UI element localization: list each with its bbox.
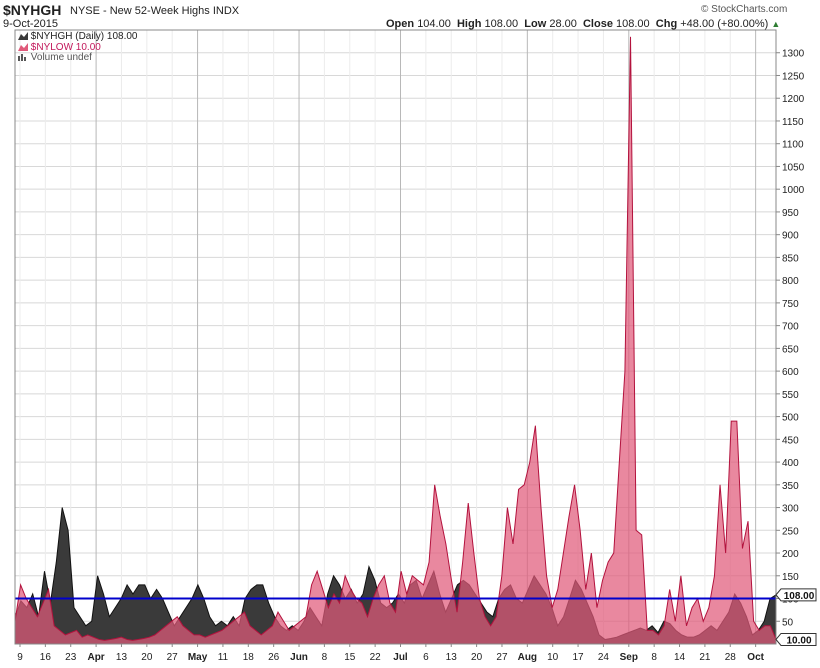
symbol-title: $NYHGH — [3, 2, 62, 18]
y-tick-label: 1000 — [782, 185, 805, 196]
y-tick-label: 400 — [782, 458, 799, 469]
y-tick-label: 700 — [782, 322, 799, 333]
legend-volume-label: Volume undef — [30, 52, 92, 63]
x-tick-label: 11 — [218, 652, 229, 663]
high-value: 108.00 — [484, 18, 519, 30]
y-tick-label: 1250 — [782, 71, 805, 82]
badge-label: 10.00 — [786, 635, 811, 646]
x-tick-label: 27 — [496, 652, 508, 663]
plot-background — [15, 30, 776, 644]
close-label: Close — [582, 18, 613, 30]
badge-box — [775, 632, 817, 646]
legend-volume: Volume undef — [18, 52, 92, 63]
x-tick-label: 28 — [725, 652, 737, 663]
volume-bars-icon — [18, 54, 26, 62]
x-tick-label: 10 — [547, 652, 559, 663]
last-value-badge: 10.00 — [775, 632, 817, 646]
up-arrow-icon: ▲ — [771, 19, 781, 29]
y-tick-label: 950 — [782, 208, 799, 219]
badge-box — [775, 588, 817, 602]
x-tick-label: Oct — [747, 652, 764, 663]
y-tick-label: 750 — [782, 299, 799, 310]
stockcharts-credit[interactable]: © StockCharts.com — [701, 4, 788, 15]
open-label: Open — [386, 18, 415, 30]
area-icon — [18, 32, 28, 41]
x-tick-label: 8 — [322, 652, 328, 663]
chg-value: +48.00 (+80.00%) — [680, 18, 769, 30]
x-tick-label: 17 — [573, 652, 585, 663]
chart-date: 9-Oct-2015 — [3, 18, 59, 30]
x-tick-label: 21 — [699, 652, 711, 663]
y-tick-label: 450 — [782, 435, 799, 446]
x-tick-label: 22 — [370, 652, 382, 663]
x-tick-label: 6 — [423, 652, 429, 663]
y-tick-label: 500 — [782, 413, 799, 424]
y-tick-label: 550 — [782, 390, 799, 401]
x-tick-label: 23 — [65, 652, 77, 663]
y-tick-label: 1300 — [782, 49, 805, 60]
y-tick-label: 1100 — [782, 140, 804, 151]
y-tick-label: 250 — [782, 526, 799, 537]
symbol-description: NYSE - New 52-Week Highs INDX — [70, 5, 240, 17]
x-tick-label: Aug — [518, 652, 537, 663]
open-value: 104.00 — [417, 18, 451, 30]
x-tick-label: 24 — [598, 652, 610, 663]
chg-label: Chg — [655, 18, 678, 30]
y-tick-label: 900 — [782, 231, 799, 242]
x-tick-label: 14 — [674, 652, 686, 663]
area-icon — [18, 43, 28, 52]
x-tick-label: 13 — [116, 652, 128, 663]
x-axis: 9 16 23 Apr 13 20 27 May 11 18 26 Jun 8 15 22 Jul 6 13 20 2… — [17, 644, 765, 663]
x-tick-label: 15 — [344, 652, 356, 663]
close-value: 108.00 — [616, 18, 650, 30]
x-tick-label: Apr — [87, 652, 104, 663]
value-badges: 108.00 10.00 — [775, 588, 817, 646]
legend-high-label: $NYHGH (Daily) 108.00 — [30, 31, 138, 42]
y-tick-label: 1150 — [782, 117, 804, 128]
y-tick-label: 150 — [782, 572, 799, 583]
legend-low: $NYLOW 10.00 — [18, 42, 101, 53]
legend-low-label: $NYLOW 10.00 — [30, 42, 101, 53]
y-tick-label: 1050 — [782, 162, 805, 173]
legend-high: $NYHGH (Daily) 108.00 — [18, 31, 138, 42]
x-tick-label: 20 — [471, 652, 483, 663]
low-value: 28.00 — [549, 18, 577, 30]
y-axis: 5010015020025030035040045050055060065070… — [776, 49, 805, 628]
x-tick-label: 18 — [243, 652, 255, 663]
series-line-nylow — [14, 36, 777, 641]
badge-label: 108.00 — [784, 591, 815, 602]
x-tick-label: Sep — [620, 652, 638, 663]
x-tick-label: 16 — [40, 652, 52, 663]
x-tick-label: 27 — [167, 652, 179, 663]
ohlc-summary: Open 104.00 High 108.00 Low 28.00 Close … — [386, 18, 780, 30]
plot-border — [14, 29, 777, 645]
x-tick-label: 13 — [446, 652, 458, 663]
y-tick-label: 200 — [782, 549, 799, 560]
y-tick-label: 350 — [782, 481, 799, 492]
last-value-badge: 108.00 — [775, 588, 817, 602]
x-tick-label: 20 — [141, 652, 153, 663]
y-tick-label: 800 — [782, 276, 799, 287]
y-tick-label: 300 — [782, 504, 799, 515]
low-label: Low — [524, 18, 547, 30]
high-label: High — [456, 18, 482, 30]
x-tick-label: May — [188, 652, 208, 663]
y-tick-label: 600 — [782, 367, 799, 378]
y-tick-label: 650 — [782, 344, 799, 355]
x-tick-label: 8 — [651, 652, 657, 663]
y-tick-label: 1200 — [782, 94, 805, 105]
x-tick-label: Jul — [393, 652, 408, 663]
series-layer — [14, 36, 777, 645]
y-tick-label: 50 — [782, 617, 794, 628]
x-tick-label: Jun — [290, 652, 308, 663]
x-tick-label: 9 — [17, 652, 23, 663]
x-tick-label: 26 — [268, 652, 280, 663]
y-tick-label: 850 — [782, 253, 799, 264]
